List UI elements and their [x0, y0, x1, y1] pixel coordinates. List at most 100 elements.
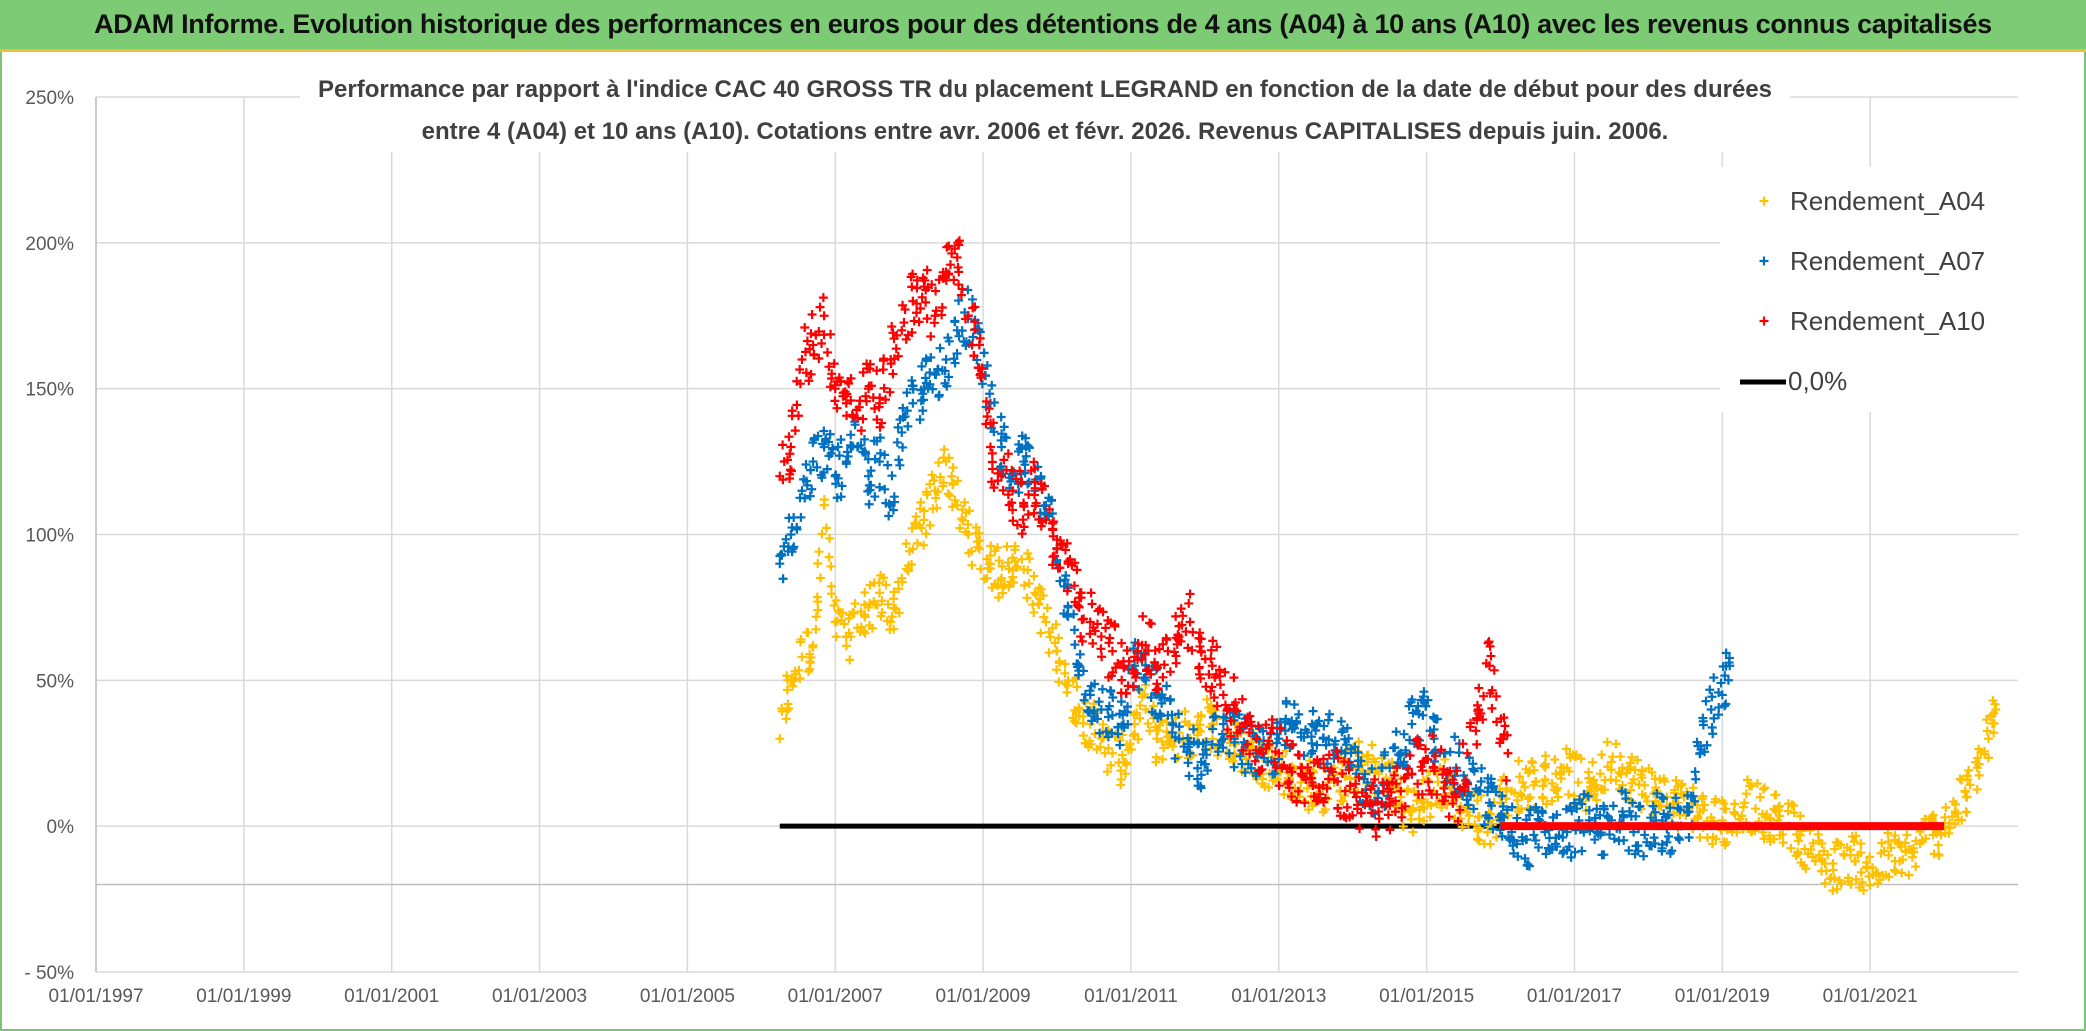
point-A10: [1195, 669, 1205, 679]
point-A10: [856, 426, 866, 436]
point-A10: [1086, 588, 1096, 598]
point-A07: [1572, 804, 1582, 814]
point-A04: [1474, 836, 1484, 846]
point-A07: [1341, 740, 1351, 750]
point-A10: [1044, 504, 1054, 514]
point-A07: [819, 426, 829, 436]
point-A07: [881, 498, 891, 508]
point-A04: [1721, 837, 1731, 847]
point-A07: [1631, 841, 1641, 851]
point-A10: [1019, 502, 1029, 512]
chart-legend[interactable]: Rendement_A04 Rendement_A07 Rendement_A10 0…: [1720, 167, 2018, 412]
point-A10: [1421, 754, 1431, 764]
point-A10: [1338, 769, 1347, 779]
point-A07: [1165, 695, 1175, 705]
point-A04: [1180, 706, 1190, 716]
point-A10: [1277, 763, 1287, 773]
y-tick-label: 0%: [47, 817, 75, 838]
point-A10: [908, 269, 918, 279]
point-A07: [1123, 719, 1133, 729]
point-A04: [1510, 788, 1520, 798]
point-A04: [1009, 578, 1018, 588]
x-tick-label: 01/01/2019: [1675, 986, 1770, 1007]
point-A07: [875, 482, 885, 492]
point-A07: [1498, 802, 1508, 812]
point-A10: [1500, 721, 1510, 731]
point-A04: [1122, 759, 1132, 769]
point-A04: [964, 548, 974, 558]
point-A07: [1481, 811, 1491, 821]
point-A04: [1367, 740, 1377, 750]
point-A07: [1709, 713, 1719, 723]
point-A10: [1264, 736, 1274, 746]
point-A10: [970, 317, 980, 327]
point-A07: [1014, 439, 1024, 449]
point-A04: [1950, 799, 1960, 809]
point-A10: [1004, 500, 1014, 510]
point-A04: [967, 560, 977, 570]
point-A04: [1626, 796, 1636, 806]
point-A10: [1244, 727, 1254, 737]
point-A07: [1570, 847, 1580, 857]
point-A07: [1475, 785, 1485, 795]
point-A10: [1207, 682, 1217, 692]
point-A10: [1438, 770, 1448, 780]
point-A04: [1141, 705, 1151, 714]
point-A07: [1399, 729, 1409, 739]
point-A10: [897, 325, 907, 335]
point-A10: [1472, 739, 1482, 749]
point-A10: [822, 347, 832, 357]
point-A04: [1719, 798, 1729, 808]
point-A10: [1235, 722, 1245, 732]
point-A04: [1820, 859, 1830, 869]
x-tick-label: 01/01/2015: [1379, 986, 1474, 1007]
point-A04: [1904, 870, 1914, 880]
point-A07: [1705, 685, 1715, 695]
point-A10: [1008, 516, 1018, 526]
point-A10: [826, 329, 836, 339]
point-A10: [1017, 529, 1027, 539]
point-A10: [921, 297, 931, 307]
point-A10: [1153, 663, 1163, 673]
point-A07: [934, 390, 944, 400]
point-A04: [948, 463, 958, 473]
point-A07: [1552, 810, 1562, 820]
point-A04: [1616, 769, 1626, 779]
point-A07: [1716, 678, 1726, 688]
point-A04: [856, 607, 866, 617]
point-A04: [911, 512, 921, 522]
point-A04: [1044, 648, 1054, 658]
point-A07: [890, 497, 900, 507]
point-A07: [1690, 767, 1700, 777]
point-A04: [870, 599, 880, 609]
point-A04: [1886, 843, 1896, 853]
point-A04: [1485, 839, 1495, 849]
point-A07: [1103, 732, 1113, 742]
point-A10: [1420, 744, 1430, 754]
point-A04: [1836, 878, 1846, 888]
point-A04: [1801, 864, 1811, 874]
point-A04: [1911, 862, 1921, 872]
point-A10: [1152, 679, 1162, 689]
point-A04: [795, 673, 805, 683]
point-A07: [1671, 793, 1681, 803]
point-A10: [1269, 757, 1279, 767]
point-A04: [1029, 607, 1039, 617]
point-A07: [1224, 748, 1234, 758]
point-A04: [944, 453, 954, 463]
point-A04: [1865, 880, 1875, 890]
point-A04: [1803, 849, 1813, 859]
point-A10: [1355, 824, 1365, 834]
point-A04: [1123, 745, 1133, 755]
point-A10: [899, 318, 909, 328]
point-A07: [1268, 769, 1278, 779]
point-A10: [1108, 667, 1118, 677]
point-A10: [889, 334, 899, 344]
point-A07: [1407, 719, 1417, 729]
point-A04: [1611, 739, 1621, 749]
point-A04: [1584, 773, 1594, 783]
point-A07: [1709, 673, 1719, 683]
point-A04: [1830, 844, 1840, 854]
point-A04: [1143, 719, 1153, 729]
y-axis-ticks: 250% 200% 150% 100% 50% 0% - 50%: [24, 88, 74, 984]
